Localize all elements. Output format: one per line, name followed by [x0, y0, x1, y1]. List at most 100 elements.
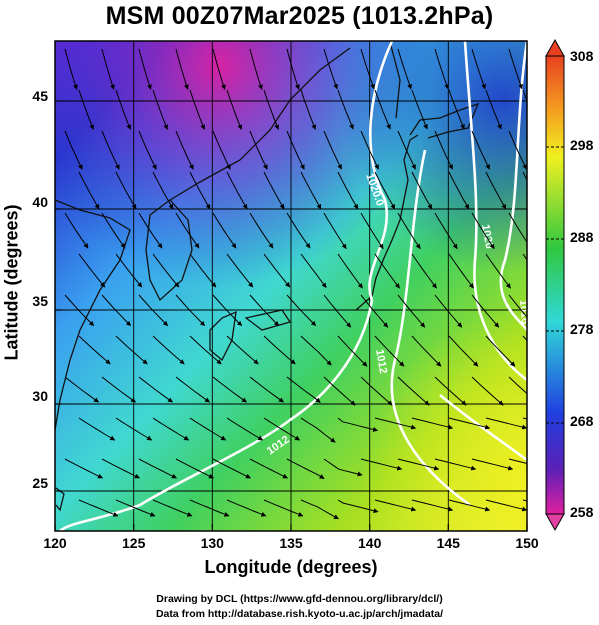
wind-streamline [286, 130, 305, 170]
wind-streamline [138, 130, 157, 170]
wind-streamline [448, 171, 470, 210]
wind-streamline [189, 335, 222, 365]
wind-streamline [374, 335, 405, 367]
wind-streamline [300, 335, 332, 366]
wind-streamline [337, 417, 379, 432]
wind-streamline [101, 294, 132, 327]
wind-streamline [64, 48, 78, 90]
wind-streamline [249, 130, 268, 170]
wind-streamline [411, 499, 454, 512]
wind-streamline [189, 253, 217, 288]
wind-streamline [471, 130, 490, 170]
isobars [59, 41, 527, 531]
wind-streamline [78, 499, 119, 517]
wind-streamline [138, 294, 169, 327]
wind-streamline [175, 48, 189, 90]
y-tick-label: 30 [32, 388, 48, 404]
wind-streamline [115, 499, 156, 517]
wind-streamline [115, 171, 137, 210]
wind-streamline [300, 499, 339, 520]
map-title: MSM 00Z07Mar2025 (1013.2hPa) [105, 2, 494, 30]
contour-label: 1012 [373, 348, 389, 374]
wind-streamline [508, 376, 527, 395]
coastlines [55, 41, 480, 512]
wind-streamline [101, 212, 126, 249]
wind-streamline [471, 48, 486, 90]
wind-streamline [360, 130, 379, 170]
y-tick-label: 40 [32, 194, 48, 210]
wind-streamline [78, 417, 116, 441]
colorbar-tick-label: 288 [570, 229, 594, 245]
wind-streamline [485, 253, 511, 289]
wind-streamline [434, 294, 463, 328]
wind-streamline [397, 130, 416, 170]
wind-streamline [485, 499, 527, 512]
wind-streamline [360, 48, 375, 90]
wind-streamline [249, 458, 288, 479]
wind-streamline [101, 48, 115, 90]
axis-ticks [54, 100, 528, 531]
colorbar-tick-label: 308 [570, 48, 594, 64]
y-tick-label: 45 [32, 88, 48, 104]
wind-streamline [411, 335, 442, 367]
isobar-1012-se [439, 394, 527, 462]
wind-streamline [64, 376, 100, 403]
wind-streamline [64, 458, 103, 479]
wind-streamline [138, 376, 174, 403]
wind-streamline [448, 89, 465, 130]
wind-streamline [286, 458, 325, 480]
wind-streamline [226, 89, 243, 130]
x-tick-label: 135 [279, 535, 303, 551]
wind-streamline [411, 171, 433, 210]
wind-streamline [152, 335, 185, 365]
wind-streamline [508, 130, 527, 170]
wind-streamline [138, 458, 177, 479]
wind-streamline [471, 212, 495, 250]
wind-streamline [175, 376, 211, 403]
wind-streamline [115, 89, 132, 130]
wind-streamline [434, 48, 449, 90]
wind-streamline [485, 335, 516, 367]
wind-streamline [212, 130, 231, 170]
wind-streamline [226, 253, 254, 288]
y-tick-label: 25 [32, 475, 48, 491]
wind-streamline [337, 335, 368, 367]
wind-streamline [360, 458, 403, 471]
isobar-1016 [499, 41, 527, 331]
colorbar-upper-extension [545, 38, 565, 57]
wind-streamline [115, 417, 153, 441]
y-tick-label: 35 [32, 293, 48, 309]
wind-streamline [337, 171, 359, 210]
wind-streamline [323, 130, 342, 170]
wind-streamline [471, 458, 514, 471]
wind-streamline [175, 212, 200, 249]
colorbar-tick-label: 278 [570, 321, 594, 337]
wind-streamline [286, 376, 321, 403]
wind-streamline [300, 253, 327, 288]
wind-streamline [360, 212, 384, 250]
wind-streamline [263, 499, 304, 517]
wind-streamline [411, 253, 437, 289]
wind-streamline [263, 417, 301, 441]
colorbar-lower-extension [545, 513, 565, 532]
wind-streamline [522, 89, 527, 103]
wind-streamline [78, 89, 95, 130]
wind-streamline [175, 130, 194, 170]
wind-streamline [101, 376, 137, 403]
wind-streamline [411, 89, 428, 130]
wind-streamline [78, 335, 111, 365]
wind-streamline [434, 458, 477, 471]
wind-streamline [212, 212, 237, 249]
china-coast [55, 199, 131, 431]
korea-coast [145, 199, 193, 302]
wind-streamlines [64, 48, 527, 520]
wind-streamline [508, 458, 527, 465]
wind-streamline [101, 458, 140, 479]
wind-streamline [226, 335, 259, 365]
wind-streamline [152, 89, 169, 130]
isobar-1020-east [463, 41, 527, 382]
wind-streamline [485, 89, 502, 130]
wind-streamline [212, 376, 248, 403]
wind-streamline [138, 48, 152, 90]
wind-streamline [374, 89, 391, 130]
